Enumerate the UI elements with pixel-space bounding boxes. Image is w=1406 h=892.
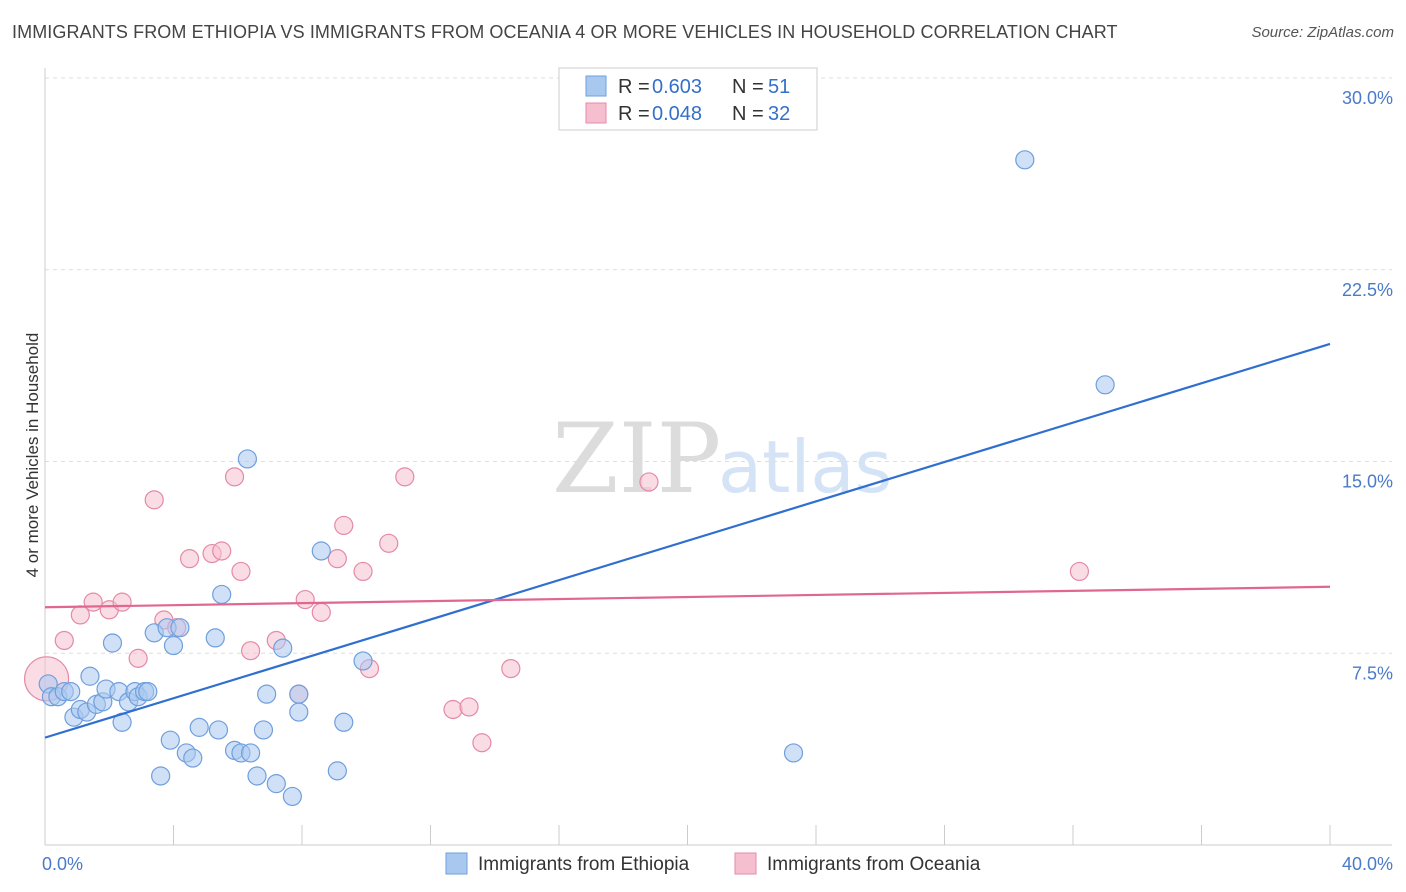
y-tick-label: 15.0% [1342, 472, 1393, 492]
ethiopia-point [138, 681, 158, 702]
ethiopia-point [212, 584, 232, 605]
ethiopia-point [273, 638, 293, 658]
y-axis-label: 4 or more Vehicles in Household [23, 333, 42, 578]
ethiopia-point [253, 720, 274, 740]
y-tick-label: 22.5% [1342, 280, 1393, 300]
oceania-point [327, 549, 347, 569]
x-tick-label: 0.0% [42, 854, 83, 874]
legend-swatch-ethiopia [585, 75, 607, 97]
ethiopia-point [205, 628, 225, 648]
ethiopia-point [289, 684, 309, 704]
trend-lines [44, 342, 1331, 739]
oceania-point [1069, 561, 1090, 582]
oceania-point [501, 658, 521, 679]
watermark: ZIP atlas [552, 403, 892, 515]
ethiopia-point [327, 761, 347, 781]
ethiopia-point [266, 774, 286, 794]
oceania-point [334, 515, 354, 536]
oceania-point [472, 733, 492, 753]
oceania-point [112, 592, 132, 612]
ethiopia-trend-line [44, 342, 1331, 739]
oceania-point [295, 589, 315, 610]
ethiopia-point [282, 786, 302, 807]
oceania-point [144, 490, 164, 510]
ethiopia-point [311, 541, 331, 561]
oceania-point [459, 697, 479, 717]
chart-title: IMMIGRANTS FROM ETHIOPIA VS IMMIGRANTS F… [12, 22, 1118, 42]
data-points [24, 150, 1115, 807]
oceania-point [443, 699, 463, 720]
ethiopia-point [151, 766, 171, 786]
y-tick-label: 7.5% [1352, 663, 1393, 683]
oceania-point [379, 533, 399, 553]
ethiopia-point [241, 743, 261, 763]
oceania-point [179, 549, 200, 569]
ethiopia-point [102, 633, 123, 653]
legend-swatch-oceania [585, 102, 607, 124]
y-tick-label: 30.0% [1342, 88, 1393, 108]
oceania-point [231, 561, 251, 582]
series-legend: Immigrants from Ethiopia Immigrants from… [445, 852, 981, 875]
axes [44, 68, 1392, 846]
ethiopia-point [80, 666, 100, 686]
series-label-oceania: Immigrants from Oceania [767, 854, 981, 875]
ethiopia-point [353, 651, 373, 671]
x-tick-label: 40.0% [1342, 854, 1393, 874]
legend-n-label-ethiopia: N = [732, 76, 764, 98]
ethiopia-point [160, 730, 180, 750]
x-tick-labels: 0.0% 40.0% [42, 854, 1393, 874]
gridlines [45, 77, 1392, 654]
ethiopia-point [170, 618, 190, 638]
legend-r-value-oceania: 0.048 [652, 103, 702, 125]
oceania-point [311, 602, 331, 622]
ethiopia-point [189, 717, 209, 737]
source-credit: Source: ZipAtlas.com [1251, 24, 1394, 41]
ethiopia-point [1015, 150, 1035, 170]
oceania-point [83, 592, 103, 612]
oceania-point [128, 648, 148, 668]
oceania-point [353, 561, 373, 582]
ethiopia-point [208, 720, 229, 740]
ethiopia-point [257, 684, 277, 704]
oceania-point [241, 641, 261, 661]
ethiopia-point [183, 748, 203, 768]
watermark-zip: ZIP [552, 403, 721, 515]
series-swatch-ethiopia [445, 852, 468, 875]
ethiopia-point [163, 635, 184, 656]
oceania-point [54, 630, 74, 651]
series-swatch-oceania [734, 852, 757, 875]
oceania-point [395, 467, 415, 487]
oceania-point [224, 467, 245, 487]
legend-n-label-oceania: N = [732, 103, 764, 125]
ethiopia-point [61, 681, 81, 702]
oceania-point [639, 472, 659, 492]
ethiopia-point [237, 449, 257, 469]
legend-n-value-oceania: 32 [768, 103, 790, 125]
correlation-legend: R = 0.603 N = 51 R = 0.048 N = 32 [558, 67, 818, 131]
oceania-point [212, 541, 232, 561]
y-tick-labels: 7.5% 15.0% 22.5% 30.0% [1342, 88, 1393, 683]
legend-n-value-ethiopia: 51 [768, 76, 790, 98]
legend-r-value-ethiopia: 0.603 [652, 76, 702, 98]
oceania-trend-line [44, 585, 1331, 609]
series-label-ethiopia: Immigrants from Ethiopia [478, 854, 690, 875]
ethiopia-point [247, 766, 267, 786]
legend-r-label-oceania: R = [618, 103, 650, 125]
ethiopia-point [334, 712, 354, 732]
ethiopia-point [289, 702, 309, 722]
watermark-atlas: atlas [718, 425, 892, 509]
ethiopia-point [1095, 375, 1115, 395]
legend-r-label-ethiopia: R = [618, 76, 650, 98]
ethiopia-point [783, 743, 804, 763]
